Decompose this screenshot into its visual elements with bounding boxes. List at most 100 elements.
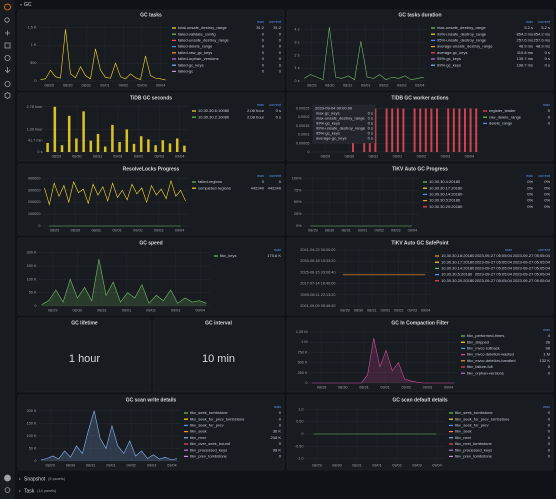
legend-name: tikv_next_tombstone — [455, 441, 492, 446]
row-title[interactable]: Task — [24, 488, 35, 494]
x-tick-label: 09/01 — [106, 464, 116, 468]
legend-value: 0 — [548, 453, 551, 458]
legend-value: 175.6 K — [267, 253, 281, 258]
x-tick-label: 09/02 — [392, 464, 402, 468]
legend-name: tikv_next — [455, 435, 472, 440]
shield-icon[interactable] — [4, 92, 11, 99]
legend-header: max — [257, 20, 264, 24]
legend-header: max — [274, 405, 281, 409]
y-tick-label: 0% — [296, 224, 302, 228]
y-tick-label: 75% — [294, 188, 302, 192]
alert-icon[interactable] — [4, 67, 11, 74]
row-caret[interactable]: ⌄ — [19, 1, 23, 7]
explore-icon[interactable] — [4, 55, 11, 62]
legend-value: 0 — [548, 416, 551, 421]
y-tick-label: 0 — [34, 459, 36, 463]
x-tick-label: 08/31 — [369, 155, 379, 159]
legend-name: 10.30.30.14:20180 — [441, 265, 475, 270]
legend-value: 0% — [544, 179, 550, 184]
x-tick-label: 09/03 — [412, 464, 422, 468]
dashboards-icon[interactable] — [4, 42, 11, 49]
y-tick-label: 2 s — [294, 53, 299, 57]
tooltip — [312, 104, 376, 144]
legend-value: 0 — [279, 68, 282, 73]
legend-value: 0 — [548, 108, 551, 113]
legend-name: tikv_seek_for_prev — [455, 422, 489, 427]
x-tick-label: 08/31 — [367, 309, 377, 313]
search-icon[interactable] — [4, 17, 10, 23]
x-tick-label: 09/04 — [195, 309, 205, 313]
x-tick-label: 08/29 — [52, 155, 62, 159]
settings-icon[interactable] — [4, 81, 11, 88]
legend-value: 0 — [262, 62, 265, 67]
legend-value: 48.9 ms — [519, 44, 533, 49]
y-tick-label: -0.50 — [295, 444, 304, 448]
legend-value: 854.2 ms — [517, 31, 533, 36]
y-tick-label: 100000 — [28, 212, 41, 216]
help-icon[interactable] — [4, 487, 11, 493]
legend-value: 0 — [279, 410, 282, 415]
y-tick-label: 250 K — [298, 371, 308, 375]
panel-title: GC speed — [139, 240, 162, 246]
bar — [396, 108, 399, 152]
row-caret[interactable]: › — [19, 476, 21, 482]
bar — [82, 111, 85, 152]
y-tick-label: 0 — [34, 79, 36, 83]
y-tick-label: 100 K — [27, 277, 37, 281]
x-tick-label: 09/01 — [113, 155, 123, 159]
logo[interactable] — [4, 3, 11, 11]
series-line — [303, 27, 424, 81]
row-title[interactable]: GC — [24, 2, 32, 8]
panel — [286, 237, 554, 316]
x-tick-label: 08/29 — [44, 84, 54, 88]
tooltip-name: average-gc_keys — [316, 136, 346, 141]
legend-value: 1 M — [543, 352, 550, 357]
bar — [96, 133, 100, 152]
legend-name: tikv_over_seek_bound — [190, 441, 230, 446]
series-line — [40, 29, 166, 81]
x-tick-label: 09/04 — [167, 464, 177, 468]
y-tick-label: 0 — [307, 150, 309, 154]
x-tick-label: 08/31 — [359, 386, 369, 390]
legend-name: 10.30.30.6:10080 — [198, 108, 230, 113]
legend-value: 0 — [548, 447, 551, 452]
x-tick-label: 08/29 — [50, 229, 60, 233]
row-title[interactable]: Snapshot — [24, 476, 46, 482]
x-tick-label: 09/04 — [415, 84, 425, 88]
legend-value: 5.2 s — [524, 25, 533, 30]
bar — [46, 142, 49, 152]
legend-name: failed-orphan_versions — [178, 56, 218, 61]
legend-value: 0% — [527, 204, 533, 209]
legend-value: 0% — [527, 185, 533, 190]
legend-header: max — [543, 328, 550, 332]
legend-name: completed-regions — [198, 185, 231, 190]
x-tick-label: 08/30 — [66, 464, 76, 468]
y-tick-label: 50 K — [29, 446, 37, 450]
legend-name: 99%-unsafe_destroy_range — [437, 31, 487, 36]
legend-value: 0 — [262, 50, 265, 55]
legend-value: 4 — [548, 333, 551, 338]
add-icon[interactable] — [5, 30, 10, 36]
legend-name: failed-raw_gc_keys — [178, 50, 212, 55]
row-caret[interactable]: › — [19, 488, 21, 494]
y-tick-label: 25% — [294, 212, 302, 216]
y-tick-label: 300000 — [28, 188, 41, 192]
y-tick-label: 1.39 hour — [26, 127, 43, 131]
bar — [413, 108, 416, 152]
y-tick-label: 2041-04-22 00:00:00 — [300, 248, 335, 252]
y-tick-label: 2033-05-18 19:33:20 — [300, 259, 335, 263]
legend-header: max — [257, 174, 264, 178]
legend-name: 10.30.30.5:20180 — [429, 198, 461, 203]
panel-title: GC tasks — [140, 12, 162, 18]
legend-value: 31.2 — [273, 25, 282, 30]
user-avatar[interactable] — [4, 474, 11, 482]
bar — [147, 139, 150, 152]
x-tick-label: 09/03 — [423, 386, 433, 390]
legend-value: 198.7 ms — [517, 62, 533, 67]
legend-name: tikv_keys — [220, 253, 236, 258]
legend-value: 2023-09-27 05:05:04 — [475, 259, 513, 264]
x-tick-label: 09/04 — [175, 155, 185, 159]
tooltip-value: 0 s — [368, 111, 373, 116]
legend-value: 0 — [262, 68, 265, 73]
